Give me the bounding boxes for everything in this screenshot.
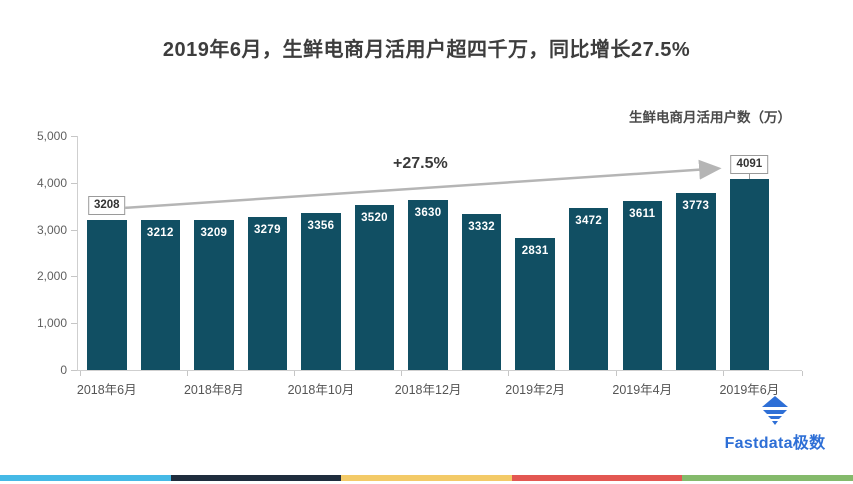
bar-value-label: 3472	[575, 214, 603, 227]
y-axis-tick-label: 5,000	[36, 129, 67, 143]
bar-value-label: 3212	[146, 226, 174, 239]
bar	[247, 216, 288, 370]
bar-value-label: 3209	[200, 226, 228, 239]
bar	[622, 201, 662, 370]
x-axis-tick	[80, 371, 81, 376]
x-axis-tick	[802, 371, 803, 376]
label-connector	[749, 173, 751, 179]
bar-value-label-boxed: 4091	[730, 154, 769, 174]
stripe-segment	[170, 475, 342, 481]
x-axis-line	[77, 370, 802, 371]
x-axis-tick-label: 2019年2月	[505, 383, 566, 397]
bar	[140, 219, 181, 370]
y-axis-tick	[71, 276, 77, 278]
y-axis-tick-label: 3,000	[36, 222, 67, 237]
y-axis-tick-label: 1,000	[36, 316, 67, 331]
y-axis-tick	[71, 182, 77, 184]
x-axis-tick	[294, 371, 296, 376]
x-axis-tick	[401, 371, 403, 376]
bar-value-label: 3279	[253, 223, 281, 236]
stripe-segment	[511, 475, 683, 481]
bar-value-label: 2831	[521, 244, 549, 257]
chart-title: 2019年6月，生鲜电商月活用户超四千万，同比增长27.5%	[162, 39, 691, 61]
y-axis-line	[77, 136, 78, 370]
bar-value-label: 3332	[468, 221, 495, 234]
y-axis-tick	[71, 323, 77, 325]
y-axis-tick-label: 2,000	[36, 269, 67, 284]
x-axis-tick	[508, 371, 510, 376]
bar	[408, 200, 448, 370]
bar-value-label: 3356	[307, 219, 335, 232]
bar	[354, 205, 395, 370]
chart-legend: 生鲜电商月活用户数（万）	[629, 110, 791, 125]
y-axis-tick	[71, 370, 77, 371]
x-axis-tick	[187, 371, 189, 376]
x-axis-tick-label: 2018年12月	[394, 383, 462, 397]
footer-color-stripe	[0, 475, 853, 481]
y-axis-tick	[71, 229, 77, 231]
x-axis-tick	[615, 371, 617, 376]
x-axis-tick-label: 2018年8月	[183, 383, 244, 397]
bar	[87, 219, 127, 370]
y-axis-tick-label: 0	[60, 363, 67, 377]
bar-value-label: 3630	[414, 207, 442, 220]
bar	[729, 178, 770, 370]
x-axis-tick	[722, 371, 724, 376]
bar	[461, 214, 502, 370]
bar	[568, 207, 609, 370]
iceberg-icon	[762, 396, 788, 425]
logo-text: Fastdata极数	[724, 435, 826, 452]
bar	[515, 237, 555, 370]
stripe-segment	[0, 475, 171, 481]
bar-value-label: 3773	[682, 200, 710, 213]
x-axis-tick-label: 2018年6月	[76, 383, 137, 397]
y-axis-tick	[71, 136, 77, 137]
x-axis-tick-label: 2019年6月	[719, 383, 780, 397]
bar	[301, 212, 341, 370]
bar-value-label: 3611	[629, 208, 656, 220]
fastdata-logo: Fastdata极数	[700, 396, 850, 453]
growth-annotation: +27.5%	[393, 155, 448, 172]
bar	[676, 193, 716, 370]
y-axis-tick-label: 4,000	[36, 175, 67, 190]
bar-value-label-boxed: 3208	[87, 195, 126, 215]
stripe-segment	[341, 475, 512, 481]
stripe-segment	[682, 475, 853, 481]
bar	[194, 219, 234, 370]
x-axis-tick-label: 2018年10月	[287, 383, 355, 397]
x-axis-tick-label: 2019年4月	[612, 383, 673, 397]
bar-value-label: 3520	[361, 212, 388, 225]
